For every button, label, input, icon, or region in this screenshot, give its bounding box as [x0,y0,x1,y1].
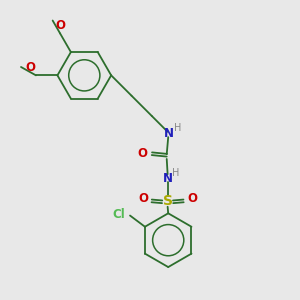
Text: O: O [187,192,197,205]
Text: N: N [163,172,172,184]
Text: O: O [138,192,148,205]
Text: O: O [25,61,35,74]
Text: H: H [172,168,180,178]
Text: N: N [164,127,174,140]
Text: O: O [137,147,147,161]
Text: H: H [174,123,181,133]
Text: Cl: Cl [113,208,125,221]
Text: O: O [56,19,66,32]
Text: S: S [163,194,172,208]
